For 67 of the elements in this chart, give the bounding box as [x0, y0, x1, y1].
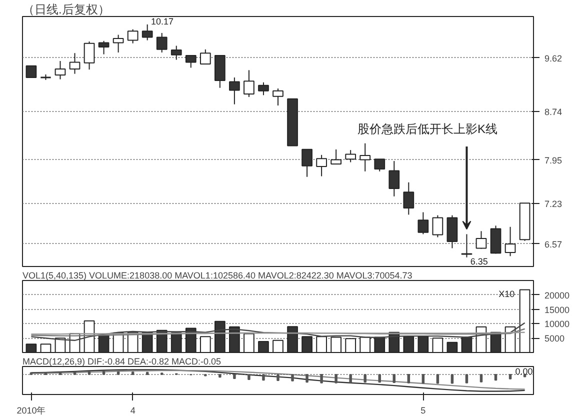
bar: [345, 338, 356, 352]
x-tick-label: 4: [130, 406, 136, 416]
y-tick-label: 7.23: [544, 199, 562, 210]
candlestick: [432, 214, 444, 238]
bar: [26, 344, 37, 352]
candlestick: [330, 148, 342, 165]
candlestick: [54, 60, 66, 80]
bar: [360, 336, 371, 352]
annotation: 10.17: [150, 16, 174, 26]
candlestick: [185, 55, 196, 68]
annotation: 股价急跌后低开长上影K线: [358, 122, 498, 136]
candlestick: [461, 234, 472, 258]
ref-line-label: 0.00: [515, 366, 533, 376]
candlestick: [84, 41, 95, 70]
candlestick: [127, 28, 138, 44]
candlestick: [374, 158, 386, 172]
bar: [374, 336, 386, 352]
y-tick-label: 6.57: [544, 239, 562, 250]
candlestick: [388, 160, 400, 197]
annotation: X10: [498, 289, 515, 300]
candlestick: [258, 82, 269, 96]
y-tick-label: 15000: [544, 304, 570, 315]
candlestick: [446, 214, 458, 249]
bar: [432, 338, 444, 352]
bar: [446, 342, 458, 352]
y-tick-label: 9.62: [544, 53, 562, 64]
bar: [272, 340, 284, 352]
candlestick: [403, 182, 414, 216]
y-tick-label: 20000: [544, 290, 570, 300]
x-tick-label: 5: [420, 406, 426, 416]
bar: [418, 336, 429, 352]
candlestick: [244, 70, 254, 98]
candlestick: [69, 52, 80, 74]
candlestick: [170, 45, 182, 60]
candlestick: [504, 226, 516, 257]
chart-title: MACD(12,26,9) DIF:-0.84 DEA:-0.82 MACD:-0.05: [22, 356, 222, 366]
bar: [403, 336, 414, 352]
bar: [244, 333, 254, 352]
candlestick: [229, 76, 240, 105]
chart-title: VOL1(5,40,135) VOLUME:218038.00 MAVOL1:102586.40 MAVOL2:82422.30 MAVOL3:70054.73: [22, 270, 412, 280]
candlestick: [142, 24, 153, 41]
candlestick: [156, 32, 168, 53]
bar: [287, 326, 298, 352]
chart-title: （日线.后复权）: [22, 2, 110, 16]
candlestick: [98, 40, 110, 55]
candlestick: [26, 65, 37, 78]
candlestick: [316, 154, 327, 177]
y-tick-label: 10000: [544, 319, 570, 330]
bar: [316, 336, 327, 352]
x-tick-label: 2010年: [16, 406, 46, 416]
candlestick: [418, 212, 429, 235]
candlestick: [345, 150, 356, 163]
candlestick: [302, 148, 312, 178]
y-tick-label: 8.74: [544, 107, 562, 118]
bar: [40, 344, 52, 352]
bar: [200, 336, 211, 352]
candlestick: [112, 34, 124, 53]
candlestick: [200, 48, 211, 65]
annotation: 6.35: [470, 256, 488, 266]
bar: [330, 336, 342, 352]
y-tick-label: 7.95: [544, 155, 562, 166]
candlestick: [360, 142, 371, 172]
y-tick-label: 5000: [544, 334, 565, 344]
candlestick: [476, 230, 487, 250]
bar: [258, 341, 269, 352]
bar: [302, 336, 312, 352]
candlestick: [272, 88, 284, 106]
